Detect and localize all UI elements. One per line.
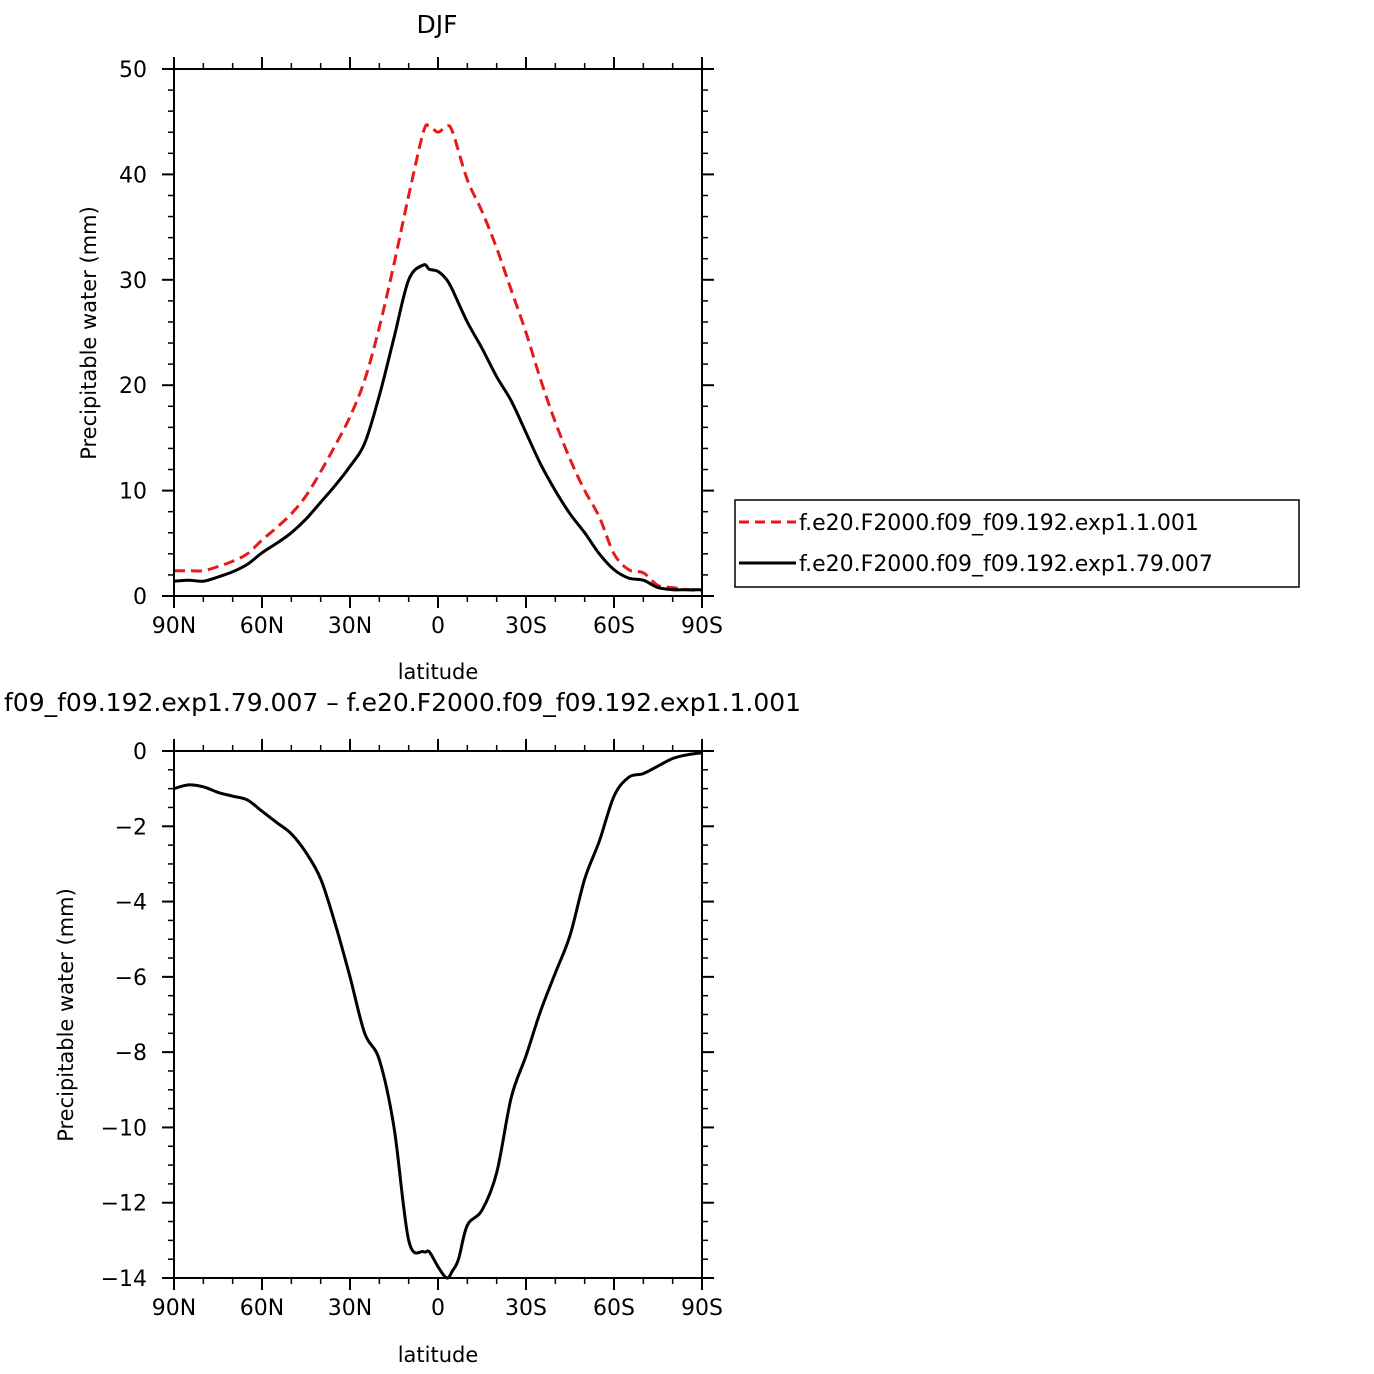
x-tick-label-bottom: 90S bbox=[681, 1296, 723, 1321]
y-tick-label-bottom: −8 bbox=[115, 1041, 147, 1066]
series-line-bottom-1 bbox=[173, 751, 703, 1280]
legend: f.e20.F2000.f09_f09.192.exp1.1.001 f.e20… bbox=[734, 499, 1300, 588]
x-tick-label-top: 60N bbox=[240, 614, 284, 639]
panel-top: DJF 90N 60N 30N 0 30S 60S 90S 0 10 20 30 40 50 latit… bbox=[77, 10, 723, 684]
legend-label-series-1: f.e20.F2000.f09_f09.192.exp1.1.001 bbox=[799, 511, 1199, 536]
x-axis-label-top: latitude bbox=[398, 660, 479, 684]
series-line-top-2 bbox=[173, 263, 702, 592]
y-tick-label-bottom: −12 bbox=[101, 1192, 147, 1217]
x-tick-label-top: 60S bbox=[593, 614, 635, 639]
x-tick-label-bottom: 60N bbox=[240, 1296, 284, 1321]
x-tick-label-bottom: 60S bbox=[593, 1296, 635, 1321]
x-tick-label-bottom: 30S bbox=[505, 1296, 547, 1321]
x-tick-label-top: 0 bbox=[431, 614, 445, 639]
x-tick-label-top: 30S bbox=[505, 614, 547, 639]
panel-bottom-title: f09_f09.192.exp1.79.007 – f.e20.F2000.f0… bbox=[4, 688, 801, 717]
y-tick-label-bottom: −6 bbox=[115, 966, 147, 991]
x-tick-label-bottom: 90N bbox=[152, 1296, 196, 1321]
y-tick-label-bottom: −14 bbox=[101, 1267, 147, 1292]
y-axis-label-top: Precipitable water (mm) bbox=[77, 206, 101, 460]
y-axis-label-bottom: Precipitable water (mm) bbox=[54, 888, 78, 1142]
y-tick-label-top: 0 bbox=[133, 585, 147, 610]
y-tick-label-bottom: −4 bbox=[115, 891, 147, 916]
legend-label-series-2: f.e20.F2000.f09_f09.192.exp1.79.007 bbox=[799, 552, 1213, 577]
x-tick-label-top: 90N bbox=[152, 614, 196, 639]
x-tick-label-bottom: 30N bbox=[328, 1296, 372, 1321]
x-axis-label-bottom: latitude bbox=[398, 1343, 479, 1367]
y-tick-label-top: 20 bbox=[119, 374, 147, 399]
y-tick-label-bottom: 0 bbox=[133, 740, 147, 765]
series-line-top-1 bbox=[174, 123, 703, 593]
panel-top-title: DJF bbox=[416, 10, 457, 39]
panel-bottom: f09_f09.192.exp1.79.007 – f.e20.F2000.f0… bbox=[4, 688, 801, 1367]
x-tick-label-top: 30N bbox=[328, 614, 372, 639]
y-tick-label-top: 50 bbox=[119, 58, 147, 83]
y-tick-label-bottom: −10 bbox=[101, 1116, 147, 1141]
legend-box bbox=[734, 499, 1300, 588]
y-tick-label-bottom: −2 bbox=[115, 815, 147, 840]
y-tick-label-top: 30 bbox=[119, 269, 147, 294]
x-tick-label-top: 90S bbox=[681, 614, 723, 639]
x-tick-label-bottom: 0 bbox=[431, 1296, 445, 1321]
y-tick-label-top: 40 bbox=[119, 163, 147, 188]
y-tick-label-top: 10 bbox=[119, 480, 147, 505]
